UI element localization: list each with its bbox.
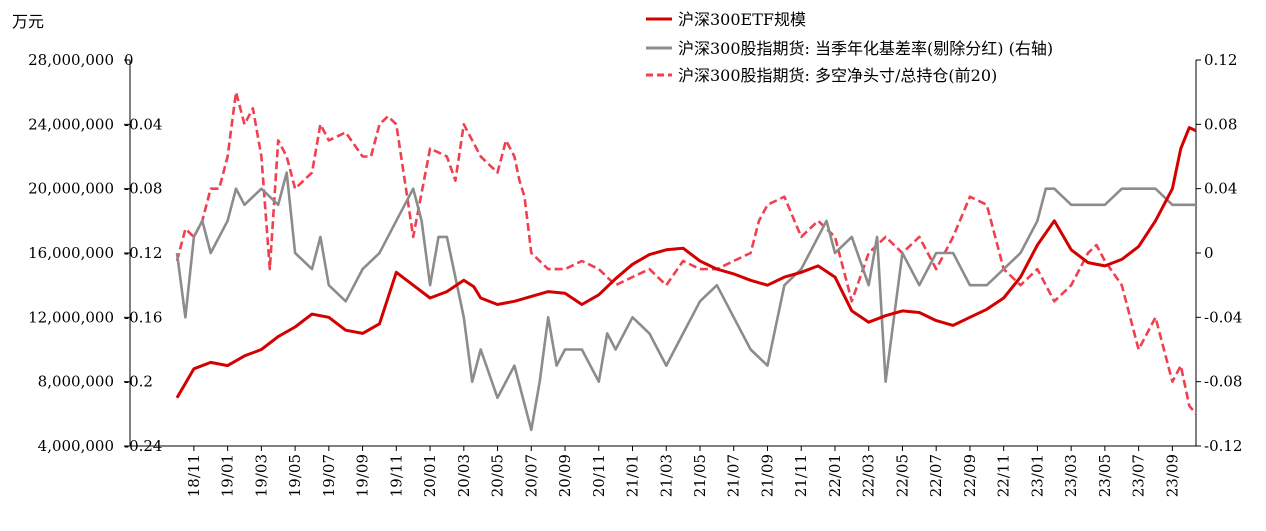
x-axis-tick-label: 20/09 (556, 454, 574, 497)
left2-axis-tick-label: -0.2 (124, 373, 153, 391)
legend-label-etf: 沪深300ETF规模 (678, 10, 806, 29)
x-axis-tick-label: 21/01 (624, 454, 642, 497)
x-axis-tick-label: 22/01 (826, 454, 844, 497)
basis-rate-line (175, 171, 1196, 432)
left-axis-tick-label: 8,000,000 (38, 373, 114, 391)
x-axis-tick-label: 23/07 (1130, 454, 1148, 497)
axes: 28,000,000 24,000,000 20,000,000 16,000,000… (28, 51, 1242, 497)
x-axis-tick-label: 23/09 (1163, 454, 1181, 497)
x-axis-tick-label: 19/05 (286, 454, 304, 497)
x-axis-tick-label: 20/01 (421, 454, 439, 497)
right-axis-tick-label: 0.08 (1204, 115, 1237, 133)
left2-axis-tick-label: -0.08 (124, 180, 162, 198)
left2-axis-tick-label: -0.04 (124, 115, 162, 133)
left-axis-tick-label: 16,000,000 (28, 244, 114, 262)
x-axis-tick-label: 22/09 (961, 454, 979, 497)
right-axis-tick-label: 0.04 (1204, 180, 1237, 198)
left-axis-tick-label: 4,000,000 (38, 437, 114, 455)
x-axis-tick-label: 19/01 (219, 454, 237, 497)
x-axis-tick-label: 21/11 (792, 454, 810, 497)
x-axis-tick-label: 19/07 (320, 454, 338, 497)
x-axis-tick-label: 19/11 (387, 454, 405, 497)
x-axis-tick-label: 23/05 (1096, 454, 1114, 497)
etf-scale-line (175, 126, 1197, 399)
x-axis-tick-label: 21/09 (758, 454, 776, 497)
x-axis-tick-label: 23/03 (1062, 454, 1080, 497)
x-axis-tick-label: 18/11 (185, 454, 203, 497)
legend-label-position: 沪深300股指期货: 多空净头寸/总持仓(前20) (678, 66, 997, 85)
x-axis-tick-label: 21/07 (725, 454, 743, 497)
legend: 沪深300ETF规模 沪深300股指期货: 当季年化基差率(剔除分红) (右轴)… (646, 10, 1053, 85)
right-axis-tick-label: -0.12 (1204, 437, 1242, 455)
left2-axis-tick-label: -0.24 (124, 437, 162, 455)
left-axis-tick-label: 24,000,000 (28, 115, 114, 133)
x-axis-tick-label: 22/05 (893, 454, 911, 497)
right-axis-tick-label: 0 (1204, 244, 1214, 262)
x-axis-tick-label: 19/03 (252, 454, 270, 497)
x-axis-tick-label: 21/03 (657, 454, 675, 497)
left-axis-tick-label: 12,000,000 (28, 308, 114, 326)
series-layer (175, 90, 1197, 432)
right-axis-tick-label: -0.04 (1204, 308, 1242, 326)
x-axis-tick-label: 23/01 (1028, 454, 1046, 497)
x-axis-tick-label: 21/05 (691, 454, 709, 497)
left2-axis-tick-label: 0 (124, 51, 134, 69)
left-axis-tick-label: 28,000,000 (28, 51, 114, 69)
x-axis-tick-label: 19/09 (354, 454, 372, 497)
x-axis-tick-label: 22/11 (995, 454, 1013, 497)
x-axis-tick-label: 20/03 (455, 454, 473, 497)
x-axis-tick-label: 22/03 (860, 454, 878, 497)
net-position-line (175, 90, 1197, 415)
unit-label: 万元 (12, 12, 44, 31)
right-axis-tick-label: 0.12 (1204, 51, 1237, 69)
x-axis-tick-label: 20/07 (522, 454, 540, 497)
left2-axis-tick-label: -0.12 (124, 244, 162, 262)
left2-axis-tick-label: -0.16 (124, 308, 162, 326)
x-axis-tick-label: 20/11 (590, 454, 608, 497)
x-axis-tick-label: 22/07 (927, 454, 945, 497)
left-axis-tick-label: 20,000,000 (28, 180, 114, 198)
legend-label-basis: 沪深300股指期货: 当季年化基差率(剔除分红) (右轴) (678, 39, 1053, 58)
x-axis-tick-label: 20/05 (489, 454, 507, 497)
right-axis-tick-label: -0.08 (1204, 373, 1242, 391)
